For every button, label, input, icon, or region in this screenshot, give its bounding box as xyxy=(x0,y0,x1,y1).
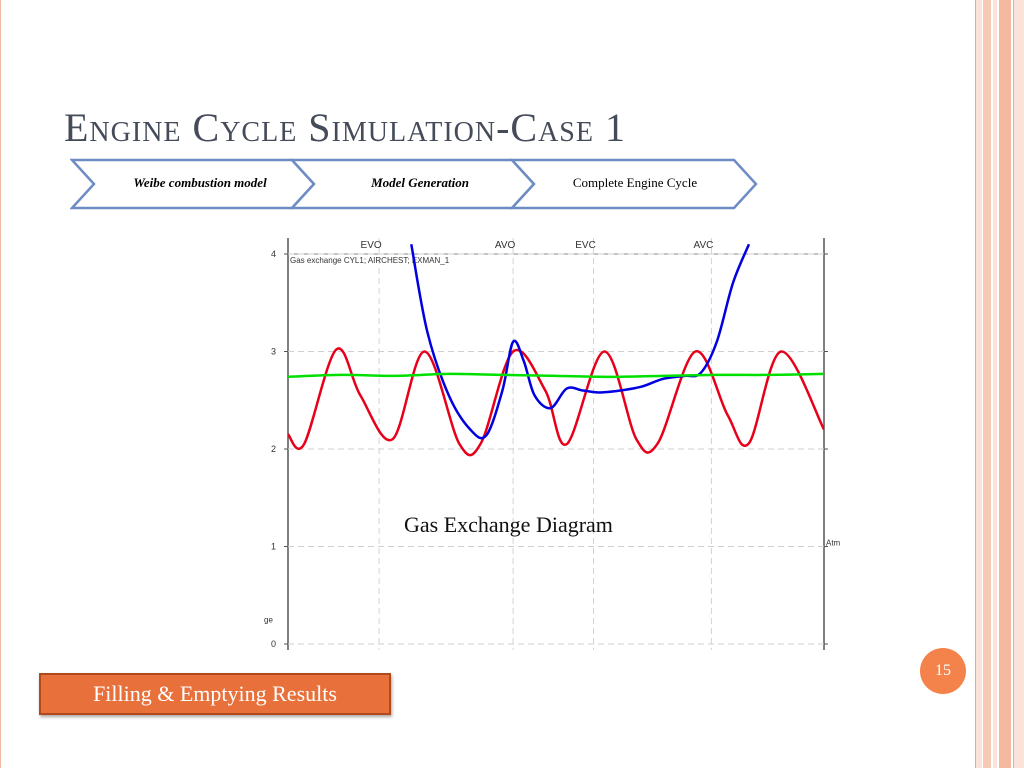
series-line-red xyxy=(288,347,824,457)
chevron-step-3 xyxy=(509,158,758,210)
event-label: AVC xyxy=(694,240,714,251)
step-label-complete-cycle: Complete Engine Cycle xyxy=(572,175,698,190)
y-tick-label: 2 xyxy=(271,444,276,454)
y-tick-label: 4 xyxy=(271,249,276,259)
y-tick-label: 3 xyxy=(271,347,276,357)
bottom-label-fragment: ge xyxy=(264,616,273,625)
decorative-strip xyxy=(993,0,997,768)
y-tick-label: 1 xyxy=(271,542,276,552)
event-label: EVO xyxy=(361,240,382,251)
unit-label: Atm xyxy=(826,539,841,548)
decorative-strip xyxy=(975,0,982,768)
chart-title: Gas exchange CYL1; AIRCHEST; EXMAN_1 xyxy=(290,256,450,265)
y-tick-label: 0 xyxy=(271,639,276,649)
chart-svg: 0 1 2 3 4 EVO AVO EVC AVC Gas exchange CYL1; AIRC… xyxy=(258,238,844,650)
chart-caption: Gas Exchange Diagram xyxy=(404,512,613,537)
filling-emptying-results-button[interactable]: Filling & Emptying Results xyxy=(39,673,391,715)
series-line-green xyxy=(288,372,824,379)
decorative-strip xyxy=(983,0,991,768)
event-label: EVC xyxy=(575,240,596,251)
decorative-strip xyxy=(1013,0,1024,768)
chart-background xyxy=(258,238,844,650)
process-steps: Weibe combustion model Model Generation … xyxy=(70,158,760,210)
gas-exchange-chart: 0 1 2 3 4 EVO AVO EVC AVC Gas exchange CYL1; AIRC… xyxy=(258,238,844,650)
chevron-shapes xyxy=(70,158,758,210)
page-number-badge: 15 xyxy=(920,648,966,694)
step-label-model-generation: Model Generation xyxy=(371,175,469,190)
decorative-strip xyxy=(999,0,1011,768)
slide-frame xyxy=(0,0,1,768)
slide-title: Engine Cycle Simulation-Case 1 xyxy=(64,105,626,150)
event-label: AVO xyxy=(495,240,516,251)
step-label-weibe: Weibe combustion model xyxy=(133,175,267,190)
